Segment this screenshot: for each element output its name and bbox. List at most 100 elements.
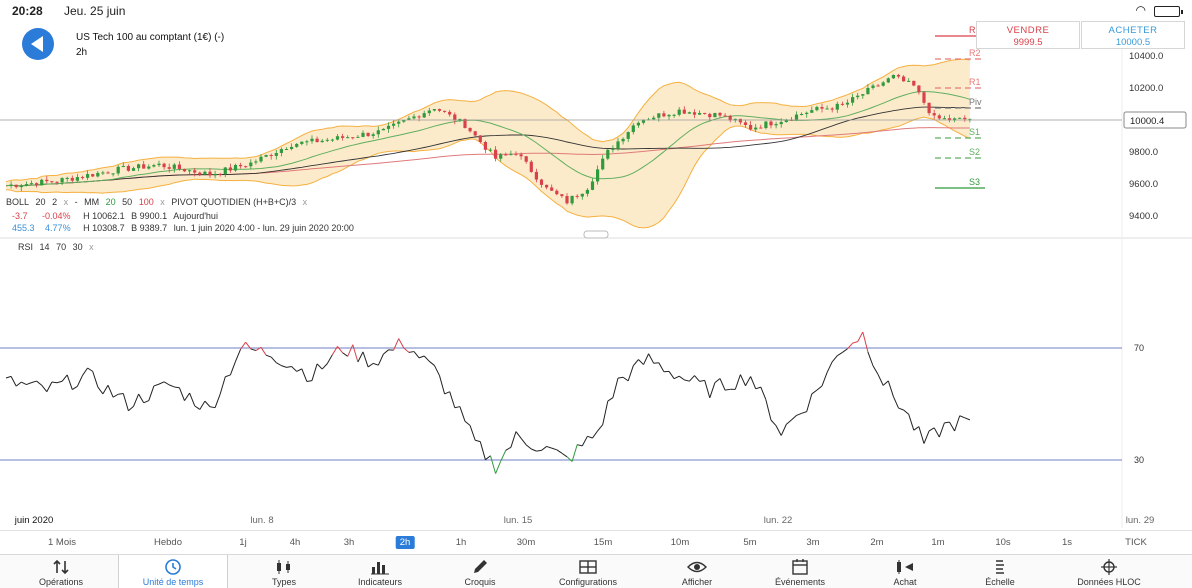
- timeframe-option[interactable]: 10m: [670, 537, 690, 548]
- toolbar-clock-button[interactable]: Unité de temps: [118, 555, 228, 588]
- timeframe-selector: 1 Mois Hebdo 1j 4h 3h 2h 1h 30m 15m 10m 5m 3m 2m 1m 10…: [0, 530, 1192, 552]
- boll-close-icon[interactable]: x: [63, 197, 69, 207]
- rsi-line-segment: [648, 353, 655, 364]
- timeframe-option[interactable]: 4h: [289, 537, 301, 548]
- rsi-line-segment: [31, 380, 37, 384]
- timeframe-option[interactable]: 1h: [455, 537, 467, 548]
- timeframe-option[interactable]: 1m: [931, 537, 945, 548]
- timeframe-option[interactable]: 1s: [1061, 537, 1073, 548]
- toolbar-buy-tag-button[interactable]: Achat: [850, 555, 960, 588]
- candle: [300, 141, 304, 144]
- mm-close-icon[interactable]: x: [160, 197, 165, 207]
- rsi-line-segment: [796, 412, 802, 416]
- toolbar-crosshair-button[interactable]: Données HLOC: [1054, 555, 1164, 588]
- candle: [233, 164, 238, 171]
- toolbar-scale-button[interactable]: Échelle: [945, 555, 1055, 588]
- rsi-line-segment: [255, 346, 262, 351]
- rsi-line-segment: [240, 341, 247, 350]
- price-chart[interactable]: 10400.0 10200.0 9800.0 9600.0 9400.0 10000.4 R…: [0, 20, 1192, 528]
- timeframe-option[interactable]: 30m: [516, 537, 536, 548]
- indicator-legend[interactable]: BOLL 20 2 x - MM 20 50 100 x PIVOT QUOTI…: [6, 197, 311, 207]
- candle: [718, 112, 722, 116]
- toolbar-sort-arrows-button[interactable]: Opérations: [6, 555, 116, 588]
- rsi-line-segment: [321, 363, 328, 370]
- candle: [871, 85, 875, 88]
- candle: [672, 114, 676, 116]
- rsi-line-segment: [229, 361, 236, 376]
- candle: [376, 130, 380, 135]
- candle: [96, 172, 100, 177]
- pivot-close-icon[interactable]: x: [302, 197, 308, 207]
- toolbar-calendar-button[interactable]: Événements: [745, 555, 855, 588]
- candle: [560, 194, 564, 197]
- candle: [636, 122, 640, 126]
- timeframe-option[interactable]: 3m: [806, 537, 820, 548]
- timeframe-option[interactable]: 1 Mois: [48, 537, 76, 548]
- panel-resize-handle[interactable]: [583, 230, 609, 239]
- rsi-line-segment: [882, 380, 889, 386]
- timeframe-option[interactable]: 2h: [395, 536, 415, 549]
- toolbar-eye-button[interactable]: Afficher: [642, 555, 752, 588]
- toolbar-layout-button[interactable]: Configurations: [533, 555, 643, 588]
- timeframe-option[interactable]: TICK: [1125, 537, 1147, 548]
- rsi-line-segment: [903, 409, 910, 415]
- chart-area[interactable]: 10400.0 10200.0 9800.0 9600.0 9400.0 10000.4 R…: [0, 20, 1192, 528]
- time-axis-label: lun. 22: [764, 515, 793, 526]
- candle: [687, 112, 691, 114]
- candle: [40, 179, 44, 186]
- candles-icon: [229, 558, 339, 576]
- candle: [392, 123, 396, 126]
- rsi-line-segment: [454, 406, 461, 409]
- rsi-line-segment: [66, 374, 73, 390]
- candle: [473, 131, 477, 136]
- rsi-line-segment: [612, 378, 619, 398]
- rsi-line-segment: [602, 400, 609, 425]
- buy-button[interactable]: ACHETER 10000.5: [1081, 21, 1185, 49]
- timeframe-option[interactable]: Hebdo: [154, 537, 182, 548]
- rsi-line-segment: [490, 455, 497, 474]
- toolbar-pen-button[interactable]: Croquis: [425, 555, 535, 588]
- rsi-line-segment: [632, 359, 639, 367]
- candle: [652, 117, 656, 120]
- rsi-line-segment: [459, 406, 466, 422]
- timeframe-option[interactable]: 15m: [593, 537, 613, 548]
- rsi-line-segment: [174, 386, 180, 389]
- rsi-close-icon[interactable]: x: [89, 242, 94, 252]
- timeframe-option[interactable]: 2m: [870, 537, 884, 548]
- timeframe-option[interactable]: 5m: [743, 537, 757, 548]
- rsi-line-segment: [515, 431, 522, 439]
- candle: [50, 181, 54, 183]
- sell-price: 9999.5: [1013, 37, 1043, 48]
- candle: [682, 109, 686, 114]
- back-button[interactable]: [22, 28, 54, 60]
- candle: [417, 116, 421, 118]
- candle: [310, 138, 314, 142]
- rsi-line-segment: [76, 375, 83, 387]
- rsi-line-segment: [21, 381, 27, 385]
- timeframe-option[interactable]: 3h: [343, 537, 355, 548]
- rsi-line-segment: [143, 400, 149, 404]
- timeframe-option[interactable]: 10s: [995, 537, 1011, 548]
- pivot-label: R1: [969, 77, 981, 87]
- sell-button[interactable]: VENDRE 9999.5: [976, 21, 1080, 49]
- toolbar-candles-button[interactable]: Types: [229, 555, 339, 588]
- candle: [524, 156, 528, 162]
- rsi-line-segment: [831, 355, 838, 363]
- timeframe-option[interactable]: 1j: [239, 537, 247, 548]
- candle: [177, 164, 181, 169]
- candle: [805, 112, 809, 114]
- mm-period-50: 50: [122, 197, 133, 207]
- rsi-line-segment: [158, 381, 165, 385]
- rsi-line-segment: [107, 385, 114, 398]
- rsi-tick-label: 70: [1134, 343, 1144, 353]
- rsi-line-segment: [755, 386, 761, 390]
- toolbar-bar-chart-button[interactable]: Indicateurs: [325, 555, 435, 588]
- candle: [845, 102, 850, 105]
- rsi-legend[interactable]: RSI 14 70 30 x: [18, 242, 98, 252]
- candle: [820, 107, 824, 109]
- ma-50-line: [5, 106, 970, 187]
- rsi-line-segment: [169, 384, 175, 388]
- candle: [157, 163, 161, 166]
- candle: [407, 118, 411, 121]
- mm-label: MM: [84, 197, 100, 207]
